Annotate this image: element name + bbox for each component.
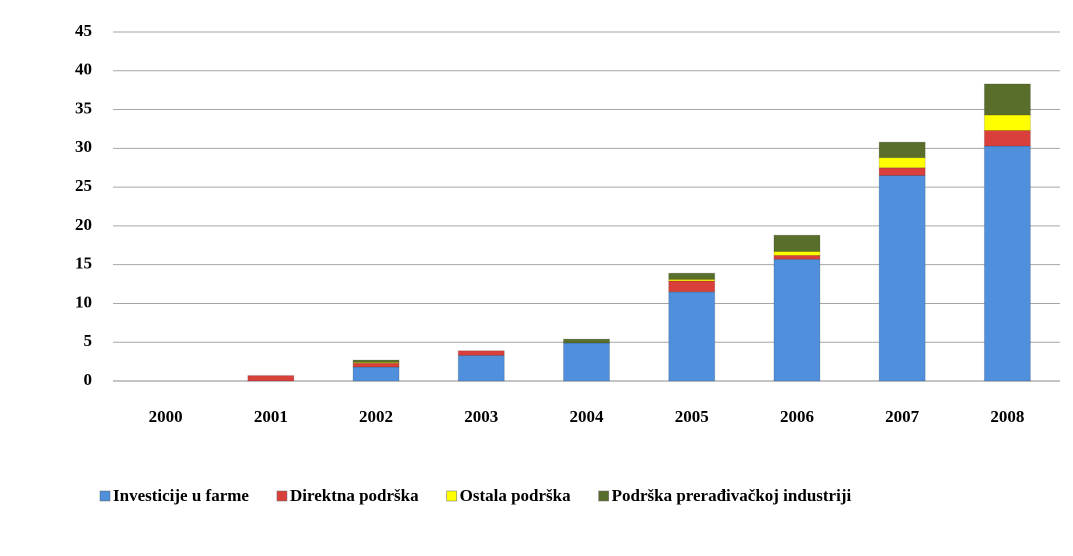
bar-segment (773, 250, 821, 256)
legend-swatch (446, 490, 457, 502)
bar-segment (878, 157, 926, 169)
bar-segment (983, 114, 1031, 131)
bar-segment (352, 359, 400, 363)
bar-segment (457, 350, 505, 356)
bar-segment (983, 83, 1031, 116)
x-tick-label: 2007 (885, 407, 920, 426)
legend-label: Direktna podrška (290, 486, 419, 505)
bar-segment (668, 272, 716, 280)
bar-segment (983, 145, 1031, 382)
bar-segment (878, 167, 926, 176)
y-tick-label: 5 (84, 331, 93, 350)
y-tick-label: 30 (75, 137, 92, 156)
x-tick-label: 2005 (675, 407, 709, 426)
bar-segment (878, 174, 926, 382)
legend-label: Podrška prerađivačkoj industriji (612, 486, 852, 505)
x-tick-label: 2006 (780, 407, 814, 426)
x-tick-label: 2001 (254, 407, 288, 426)
y-tick-label: 40 (75, 60, 92, 79)
y-tick-label: 20 (75, 215, 92, 234)
legend-label: Investicije u farme (113, 486, 249, 505)
bar-segment (878, 141, 926, 159)
bar-segment (773, 254, 821, 260)
bar-segment (668, 291, 716, 382)
bar-segment (247, 375, 295, 382)
x-tick-label: 2008 (990, 407, 1024, 426)
y-tick-label: 10 (75, 292, 92, 311)
bar-segment (983, 129, 1031, 147)
x-tick-label: 2002 (359, 407, 393, 426)
y-tick-label: 35 (75, 98, 92, 117)
bar-segment (352, 362, 400, 368)
x-tick-label: 2000 (149, 407, 183, 426)
bar-segment (773, 234, 821, 252)
x-tick-label: 2004 (570, 407, 605, 426)
y-tick-label: 45 (75, 21, 92, 40)
legend-swatch (598, 490, 609, 502)
legend-swatch (99, 490, 111, 502)
legend-label: Ostala podrška (460, 486, 571, 505)
bar-segment (352, 366, 400, 382)
bar-segment (668, 280, 716, 293)
bar-segment (457, 354, 505, 382)
y-tick-label: 15 (75, 254, 92, 273)
y-tick-label: 25 (75, 176, 92, 195)
y-tick-label: 0 (84, 370, 93, 389)
bar-segment (563, 338, 610, 344)
legend-swatch (276, 490, 288, 502)
x-tick-label: 2003 (464, 407, 498, 426)
bar-segment (563, 342, 610, 382)
bar-segment (773, 258, 821, 382)
